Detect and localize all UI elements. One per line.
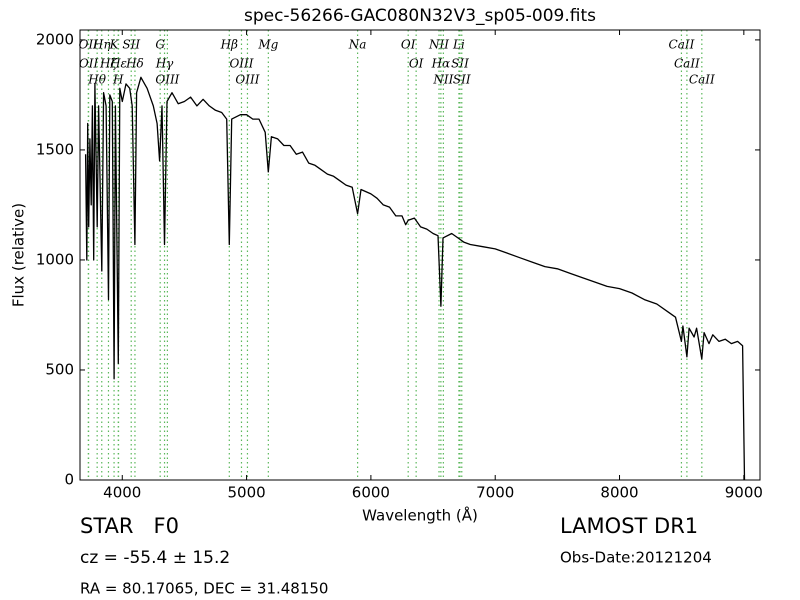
plot-frame <box>79 29 761 481</box>
spectral-line-label: NII <box>432 73 453 87</box>
x-axis-label: Wavelength (Å) <box>362 506 478 525</box>
x-tick-label: 6000 <box>352 484 390 502</box>
spectral-line-label: OIII <box>235 73 259 87</box>
spectral-line-label: K <box>109 38 120 52</box>
x-tick-label: 4000 <box>103 484 141 502</box>
spectral-line-label: Li <box>452 38 465 52</box>
y-tick-label: 1000 <box>36 250 74 268</box>
y-axis-label: Flux (relative) <box>10 203 28 307</box>
spectral-line-label: SII <box>122 38 140 52</box>
spectral-line-label: OII <box>79 57 99 71</box>
x-tick-label: 9000 <box>725 484 763 502</box>
spectral-line-label: CaII <box>689 73 715 87</box>
spectral-line-label: CaII <box>669 38 695 52</box>
survey: LAMOST DR1 <box>560 514 698 538</box>
spectral-line-label: Hα <box>431 57 451 71</box>
spectral-line-label: Mg <box>257 38 278 52</box>
spectral-line-label: SII <box>451 57 469 71</box>
y-tick-label: 2000 <box>36 30 74 48</box>
obs-date: Obs-Date:20121204 <box>560 549 712 567</box>
redshift: cz = -55.4 ± 15.2 <box>80 548 230 568</box>
spectral-line-label: OI <box>409 57 424 71</box>
spectral-line-label: NII <box>428 38 449 52</box>
spectral-line-label: Hη <box>92 38 111 52</box>
spectral-line-label: Na <box>348 38 367 52</box>
x-tick-label: 5000 <box>227 484 265 502</box>
spectral-line-label: CaII <box>674 57 700 71</box>
chart-title: spec-56266-GAC080N32V3_sp05-009.fits <box>244 6 596 26</box>
spectrum-line <box>84 76 746 481</box>
y-tick-label: 0 <box>64 471 74 489</box>
spectral-line-label: Hθ <box>87 73 106 87</box>
object-class: STAR F0 <box>80 514 179 538</box>
spectral-line-label: OIII <box>155 73 179 87</box>
spectral-line-label: Hδ <box>125 57 144 71</box>
y-tick-label: 1500 <box>36 140 74 158</box>
spectral-line-label: Hβ <box>220 38 238 52</box>
spectral-line-label: G <box>155 38 165 52</box>
x-tick-label: 8000 <box>600 484 638 502</box>
spectral-line-label: Hε <box>109 57 127 71</box>
coordinates: RA = 80.17065, DEC = 31.48150 <box>80 580 328 598</box>
y-tick-label: 500 <box>45 360 74 378</box>
x-tick-label: 7000 <box>476 484 514 502</box>
spectral-line-label: Hγ <box>155 57 174 71</box>
spectral-line-label: OI <box>401 38 416 52</box>
spectral-line-label: SII <box>453 73 471 87</box>
spectral-line-label: OIII <box>229 57 253 71</box>
